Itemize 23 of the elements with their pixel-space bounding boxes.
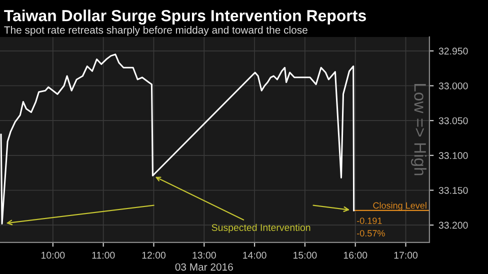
x-tick-label: 13:00 — [192, 252, 216, 259]
annotation: -0.191 — [357, 218, 382, 224]
y-tick-label: 33.050 — [438, 117, 468, 124]
chart-title: Taiwan Dollar Surge Spurs Intervention Reports — [4, 10, 366, 25]
y-tick-label: 33.200 — [438, 222, 468, 229]
line-series — [0, 54, 355, 224]
ref-line-label: Closing Level — [373, 202, 426, 210]
y-axis-title: Low => High — [410, 84, 426, 176]
y-tick-label: 33.100 — [438, 152, 468, 160]
x-tick-label: 17:00 — [394, 252, 418, 259]
x-tick-label: 15:00 — [294, 252, 317, 259]
chart-subtitle: The spot rate retreats sharply before midday and toward the close — [4, 26, 308, 36]
y-tick-label: 33.150 — [438, 186, 468, 194]
x-tick-label: 14:00 — [243, 252, 266, 259]
x-tick-label: 11:00 — [92, 252, 115, 259]
y-tick-label: 32.950 — [438, 48, 468, 55]
x-axis-title: 03 Mar 2016 — [175, 263, 233, 271]
annotation: -0.57% — [357, 230, 385, 236]
x-tick-label: 10:00 — [42, 252, 65, 259]
x-tick-label: 16:00 — [344, 252, 368, 259]
y-tick-label: 33.000 — [438, 82, 468, 90]
annotation: Suspected Intervention — [212, 224, 310, 233]
x-tick-label: 12:00 — [142, 252, 166, 259]
